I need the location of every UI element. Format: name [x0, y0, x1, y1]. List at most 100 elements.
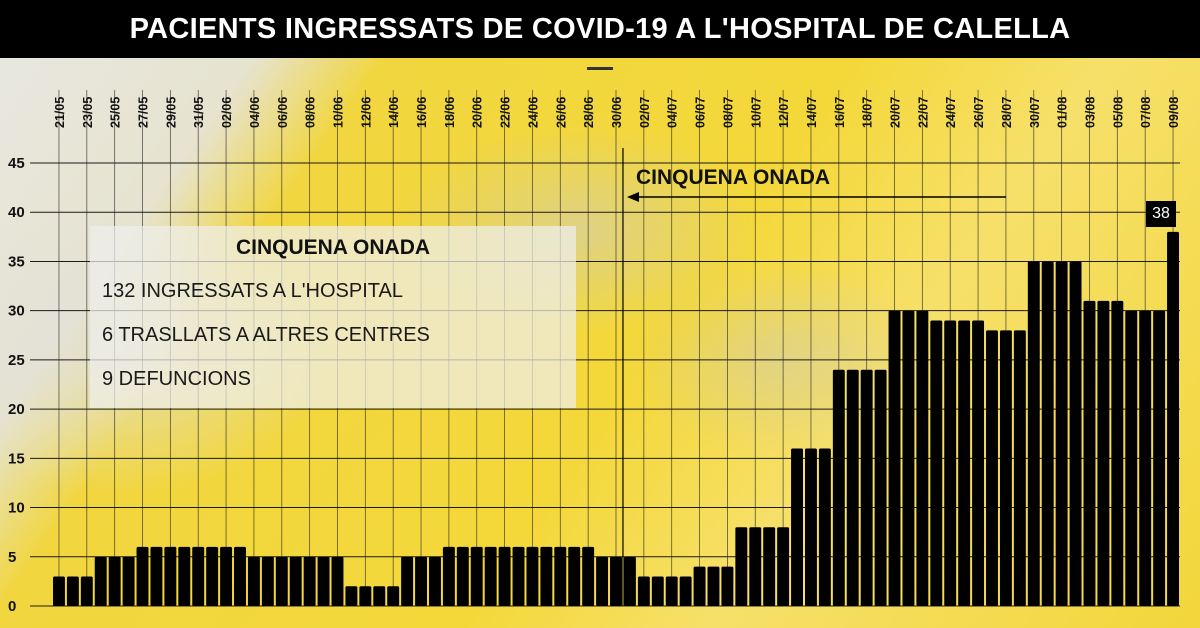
bar [735, 527, 748, 606]
bar [832, 369, 845, 606]
bar [1111, 300, 1124, 606]
bar [526, 546, 539, 606]
x-tick-label: 28/06 [582, 97, 596, 128]
bar [818, 448, 831, 606]
bar [1041, 261, 1054, 606]
wave-label: CINQUENA ONADA [636, 166, 831, 189]
y-tick-label: 0 [8, 598, 16, 615]
x-tick-label: 16/07 [833, 97, 847, 128]
info-line-admissions: 132 INGRESSATS A L'HOSPITAL [102, 280, 403, 302]
bar [749, 527, 762, 606]
bar [930, 320, 943, 606]
chart-title: PACIENTS INGRESSATS DE COVID-19 A L'HOSP… [129, 12, 1071, 45]
x-tick-label: 07/08 [1139, 97, 1153, 128]
wave-arrow-head [626, 192, 639, 202]
x-tick-label: 23/05 [81, 97, 95, 128]
bar [651, 576, 664, 606]
x-tick-label: 06/06 [276, 97, 290, 128]
x-tick-label: 02/07 [638, 97, 652, 128]
bar [665, 576, 678, 606]
bar [373, 586, 386, 606]
bar [247, 556, 260, 606]
bar [303, 556, 316, 606]
x-tick-label: 20/06 [471, 97, 485, 128]
x-tick-label: 30/07 [1028, 97, 1042, 128]
x-tick-label: 03/08 [1083, 97, 1097, 128]
bar [1013, 330, 1026, 606]
bar [429, 556, 441, 606]
bar [108, 556, 121, 606]
bar [986, 330, 998, 606]
bar [80, 576, 93, 606]
y-tick-label: 5 [8, 549, 16, 566]
bar [456, 546, 469, 606]
x-tick-label: 24/07 [944, 97, 958, 128]
bar [554, 546, 567, 606]
y-tick-label: 45 [8, 155, 25, 172]
bar [359, 586, 372, 606]
y-tick-label: 10 [8, 500, 25, 517]
x-tick-label: 14/07 [805, 97, 819, 128]
bar [484, 546, 497, 606]
x-tick-label: 04/06 [248, 97, 262, 128]
info-box: CINQUENA ONADA 132 INGRESSATS A L'HOSPIT… [90, 226, 576, 408]
bar [66, 576, 79, 606]
x-tick-label: 10/06 [331, 97, 345, 128]
bar [902, 310, 915, 606]
bar [972, 320, 985, 606]
x-tick-label: 25/05 [109, 97, 123, 128]
bar [289, 556, 302, 606]
bar [192, 546, 205, 606]
bar [206, 546, 219, 606]
bar [958, 320, 971, 606]
bars [53, 231, 1179, 606]
bar [916, 310, 929, 606]
x-tick-label: 12/06 [359, 97, 373, 128]
bar [860, 369, 873, 606]
x-tick-label: 12/07 [777, 97, 791, 128]
bar [1055, 261, 1068, 606]
x-tick-label: 08/07 [721, 97, 735, 128]
y-axis-ticks: 0 5 10 15 20 25 30 35 40 45 [8, 155, 25, 615]
bar [220, 546, 233, 606]
header-bar: PACIENTS INGRESSATS DE COVID-19 A L'HOSP… [0, 0, 1200, 58]
bar [345, 586, 358, 606]
bar [791, 448, 803, 606]
bar [777, 527, 790, 606]
x-tick-label: 16/06 [415, 97, 429, 128]
info-line-transfers: 6 TRASLLATS A ALTRES CENTRES [102, 324, 430, 346]
x-axis-ticks: 21/05 23/05 25/05 27/05 29/05 31/05 02/06 04/06… [53, 97, 1181, 128]
bar [317, 556, 330, 606]
bar [387, 586, 400, 606]
y-tick-label: 20 [8, 401, 25, 418]
bar [1125, 310, 1138, 606]
x-tick-label: 26/06 [554, 97, 568, 128]
y-tick-label: 40 [8, 204, 25, 221]
x-tick-label: 08/06 [304, 97, 318, 128]
x-tick-label: 05/08 [1111, 97, 1125, 128]
x-tick-label: 20/07 [889, 97, 903, 128]
bar [1083, 300, 1096, 606]
bar [261, 556, 274, 606]
bar [707, 566, 720, 606]
bar [331, 556, 344, 606]
bar [582, 546, 595, 606]
bar [442, 546, 455, 606]
bar [1153, 310, 1166, 606]
x-tick-label: 06/07 [694, 97, 708, 128]
x-tick-label: 02/06 [220, 97, 234, 128]
info-line-deaths: 9 DEFUNCIONS [102, 368, 251, 390]
bar [944, 320, 957, 606]
bar [1069, 261, 1082, 606]
bar [1097, 300, 1110, 606]
bar [415, 556, 427, 606]
y-tick-label: 30 [8, 303, 25, 320]
bar [498, 546, 511, 606]
bar [470, 546, 483, 606]
bar [693, 566, 706, 606]
x-tick-label: 31/05 [192, 97, 206, 128]
bar [401, 556, 414, 606]
bar [721, 566, 734, 606]
x-tick-label: 18/07 [861, 97, 875, 128]
annotations [622, 148, 1006, 606]
